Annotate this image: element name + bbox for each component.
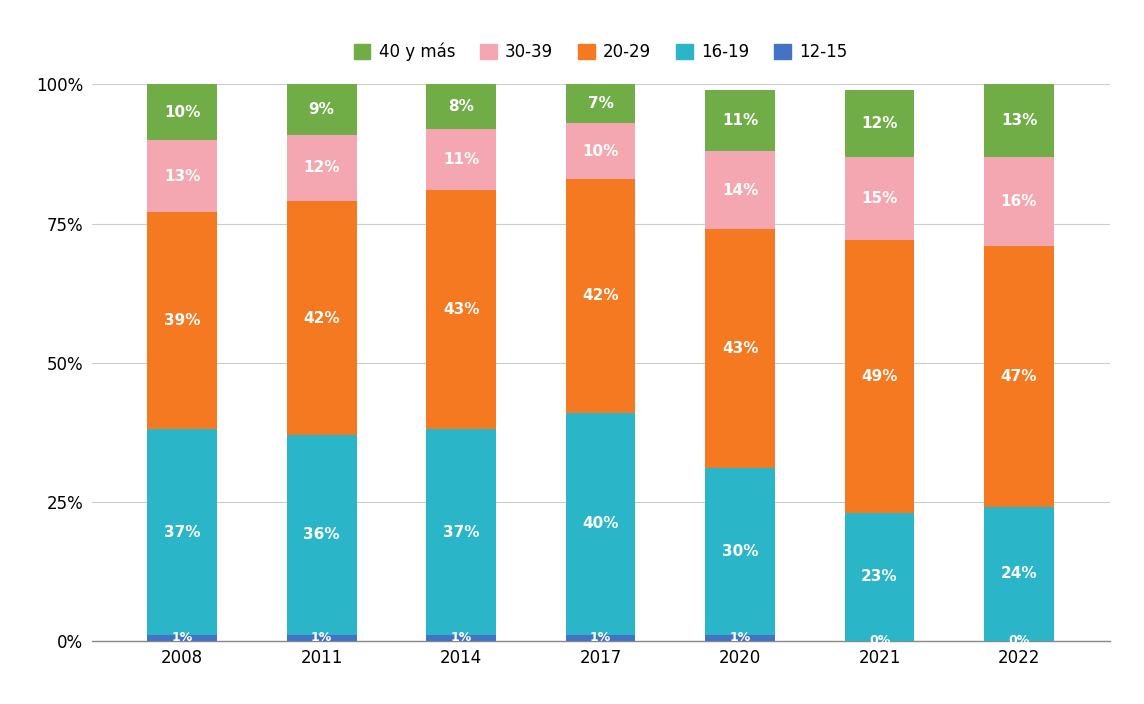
Text: 7%: 7% [588,96,613,111]
Text: 11%: 11% [443,152,479,167]
Text: 30%: 30% [722,544,758,559]
Bar [287,201,357,435]
Text: 1%: 1% [451,631,471,644]
Text: 11%: 11% [722,113,758,128]
Text: 37%: 37% [164,524,200,540]
Text: 47%: 47% [1001,369,1038,384]
Text: 14%: 14% [722,182,758,198]
Text: 1%: 1% [172,631,193,644]
Bar [148,140,217,213]
Text: 8%: 8% [448,99,474,114]
Bar [984,507,1054,641]
Text: 12%: 12% [861,116,898,131]
Bar [705,635,774,641]
Text: 24%: 24% [1001,567,1038,582]
Bar [984,157,1054,246]
Bar [287,635,357,641]
Bar [566,84,635,123]
Text: 36%: 36% [303,527,340,543]
Text: 42%: 42% [303,310,340,325]
Text: 37%: 37% [443,524,479,540]
Bar [427,129,496,190]
Text: 40%: 40% [582,516,619,532]
Bar [427,635,496,641]
Text: 49%: 49% [861,369,898,384]
Bar [566,123,635,179]
Text: 10%: 10% [164,105,200,120]
Text: 13%: 13% [1001,113,1038,128]
Text: 10%: 10% [582,144,619,158]
Text: 43%: 43% [722,341,758,356]
Bar [566,635,635,641]
Legend: 40 y más, 30-39, 20-29, 16-19, 12-15: 40 y más, 30-39, 20-29, 16-19, 12-15 [353,43,848,61]
Bar [705,90,774,151]
Bar [984,84,1054,157]
Text: 1%: 1% [311,631,332,644]
Text: 1%: 1% [730,631,750,644]
Text: 16%: 16% [1001,194,1038,209]
Bar [148,84,217,140]
Text: 9%: 9% [309,102,334,117]
Text: 39%: 39% [164,313,200,328]
Bar [148,213,217,429]
Bar [427,429,496,635]
Bar [705,151,774,229]
Text: 23%: 23% [861,569,898,584]
Bar [844,90,914,157]
Bar [427,84,496,129]
Bar [705,229,774,468]
Text: 1%: 1% [590,631,611,644]
Bar [566,413,635,635]
Bar [287,134,357,201]
Text: 13%: 13% [164,169,200,184]
Text: 43%: 43% [443,302,479,318]
Bar [844,157,914,240]
Text: 12%: 12% [303,161,340,175]
Bar [148,429,217,635]
Bar [287,435,357,635]
Text: 42%: 42% [582,289,619,303]
Bar [984,246,1054,507]
Bar [287,84,357,134]
Bar [427,190,496,429]
Text: 0%: 0% [869,634,890,647]
Bar [844,513,914,641]
Bar [566,179,635,413]
Text: 15%: 15% [861,191,898,206]
Text: 0%: 0% [1008,634,1030,647]
Bar [844,240,914,513]
Bar [705,468,774,635]
Bar [148,635,217,641]
